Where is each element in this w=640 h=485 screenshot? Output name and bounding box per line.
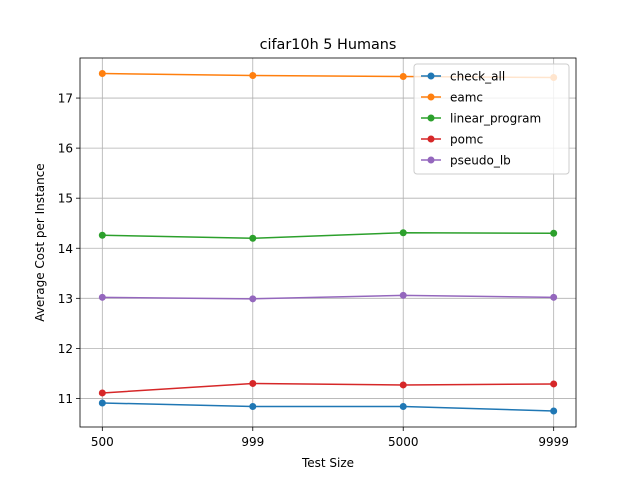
x-tick-label: 999	[241, 435, 264, 449]
y-axis-label: Average Cost per Instance	[33, 163, 47, 321]
x-axis-label: Test Size	[301, 456, 354, 470]
data-point-linear_program	[399, 229, 407, 237]
legend-marker-pseudo_lb	[427, 156, 435, 164]
data-point-pseudo_lb	[399, 291, 407, 299]
series-line-pseudo_lb	[102, 294, 554, 300]
chart-title: cifar10h 5 Humans	[260, 37, 397, 53]
y-tick-label: 14	[58, 242, 73, 256]
data-point-check_all	[98, 399, 106, 407]
data-point-check_all	[399, 402, 407, 410]
data-point-pseudo_lb	[249, 295, 257, 303]
legend-label-pseudo_lb: pseudo_lb	[450, 154, 511, 168]
legend-marker-pomc	[427, 135, 435, 143]
axis-ticks: 500 999 5000 9999 11 12 13 14 15 16 17	[58, 92, 569, 449]
data-point-pomc	[399, 381, 407, 389]
series-lines	[98, 70, 558, 415]
y-tick-label: 15	[58, 192, 73, 206]
legend-marker-eamc	[427, 93, 435, 101]
data-point-check_all	[249, 402, 257, 410]
data-point-linear_program	[98, 231, 106, 239]
y-tick-label: 11	[58, 392, 73, 406]
x-tick-label: 9999	[538, 435, 569, 449]
data-point-pseudo_lb	[98, 293, 106, 301]
data-point-pomc	[550, 380, 558, 388]
data-point-linear_program	[550, 229, 558, 237]
legend-marker-check_all	[427, 72, 435, 80]
data-point-pseudo_lb	[550, 293, 558, 301]
y-tick-label: 17	[58, 92, 73, 106]
legend-label-eamc: eamc	[450, 91, 483, 105]
legend-label-check_all: check_all	[450, 70, 505, 84]
data-point-eamc	[249, 72, 257, 80]
data-point-eamc	[98, 70, 106, 78]
data-point-pomc	[249, 379, 257, 387]
data-point-pomc	[98, 389, 106, 397]
series-line-pomc	[102, 382, 554, 394]
data-point-linear_program	[249, 234, 257, 242]
plot-area-frame	[79, 57, 577, 428]
y-tick-label: 13	[58, 292, 73, 306]
legend-marker-linear_program	[427, 114, 435, 122]
series-line-linear_program	[102, 231, 554, 239]
x-tick-label: 5000	[388, 435, 419, 449]
y-tick-label: 12	[58, 342, 73, 356]
data-point-eamc	[399, 73, 407, 81]
legend-box	[413, 63, 570, 175]
y-tick-label: 16	[58, 142, 73, 156]
series-line-check_all	[102, 402, 554, 412]
legend-label-pomc: pomc	[450, 133, 483, 147]
data-point-check_all	[550, 407, 558, 415]
x-tick-label: 500	[91, 435, 114, 449]
legend-label-linear_program: linear_program	[450, 112, 541, 126]
